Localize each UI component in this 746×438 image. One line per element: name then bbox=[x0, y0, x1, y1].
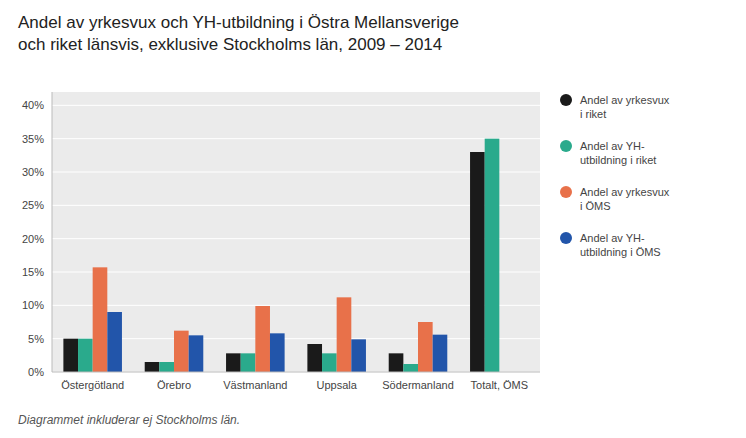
bar bbox=[337, 297, 352, 372]
y-tick-label: 15% bbox=[22, 266, 44, 278]
grid-line bbox=[52, 372, 540, 373]
chart: Andel av yrkesvux och YH-utbildning i Ös… bbox=[0, 0, 746, 438]
bar bbox=[189, 335, 204, 372]
y-axis-line bbox=[52, 92, 53, 372]
bar bbox=[159, 362, 174, 372]
title: Andel av yrkesvux och YH-utbildning i Ös… bbox=[18, 13, 459, 54]
grid-line bbox=[52, 338, 540, 339]
footnote: Diagrammet inkluderar ej Stockholms län. bbox=[18, 413, 240, 427]
y-tick-label: 5% bbox=[28, 333, 44, 345]
bar bbox=[418, 322, 433, 372]
plot-background bbox=[52, 92, 540, 372]
y-tick-label: 20% bbox=[22, 233, 44, 245]
bars bbox=[63, 139, 499, 372]
bar bbox=[307, 344, 322, 372]
bar bbox=[78, 339, 93, 372]
bar bbox=[255, 306, 270, 372]
bar bbox=[470, 152, 485, 372]
y-tick-label: 10% bbox=[22, 299, 44, 311]
x-tick-label: Södermanland bbox=[382, 379, 454, 391]
y-tick-label: 0% bbox=[28, 366, 44, 378]
y-tick-label: 25% bbox=[22, 199, 44, 211]
bar bbox=[145, 362, 160, 372]
legend-label: Andel av YH-utbildning i riket bbox=[580, 140, 656, 166]
legend-label: Andel av yrkesvuxi riket bbox=[580, 94, 670, 120]
bar bbox=[226, 353, 241, 372]
legend-marker bbox=[560, 140, 572, 152]
bar bbox=[389, 353, 404, 372]
y-tick-label: 30% bbox=[22, 166, 44, 178]
grid-line bbox=[52, 105, 540, 106]
bar bbox=[241, 353, 256, 372]
x-axis-line bbox=[52, 372, 540, 373]
bar bbox=[403, 364, 418, 372]
grid-line bbox=[52, 138, 540, 139]
y-tick-label: 35% bbox=[22, 133, 44, 145]
grid bbox=[52, 105, 540, 372]
grid-line bbox=[52, 305, 540, 306]
y-tick-label: 40% bbox=[22, 99, 44, 111]
bar bbox=[270, 333, 285, 372]
bar bbox=[174, 331, 189, 372]
bar bbox=[433, 335, 448, 372]
bar bbox=[107, 312, 122, 372]
legend: Andel av yrkesvuxi riket Andel av YH-utbi… bbox=[560, 94, 670, 258]
bar bbox=[485, 139, 500, 372]
x-tick-label: Uppsala bbox=[316, 379, 357, 391]
x-tick-label: Östergötland bbox=[61, 379, 124, 391]
legend-marker bbox=[560, 186, 572, 198]
bar bbox=[322, 353, 337, 372]
x-tick-label: Västmanland bbox=[223, 379, 287, 391]
grid-line bbox=[52, 205, 540, 206]
legend-label: Andel av yrkesvuxi ÖMS bbox=[580, 186, 670, 212]
x-tick-label: Örebro bbox=[157, 379, 191, 391]
legend-marker bbox=[560, 94, 572, 106]
bar bbox=[351, 339, 366, 372]
grid-line bbox=[52, 272, 540, 273]
legend-marker bbox=[560, 232, 572, 244]
legend-label: Andel av YH-utbildning i ÖMS bbox=[580, 232, 661, 258]
grid-line bbox=[52, 172, 540, 173]
x-tick-label: Totalt, ÖMS bbox=[471, 379, 528, 391]
bar bbox=[63, 339, 78, 372]
bar bbox=[93, 267, 108, 372]
grid-line bbox=[52, 238, 540, 239]
